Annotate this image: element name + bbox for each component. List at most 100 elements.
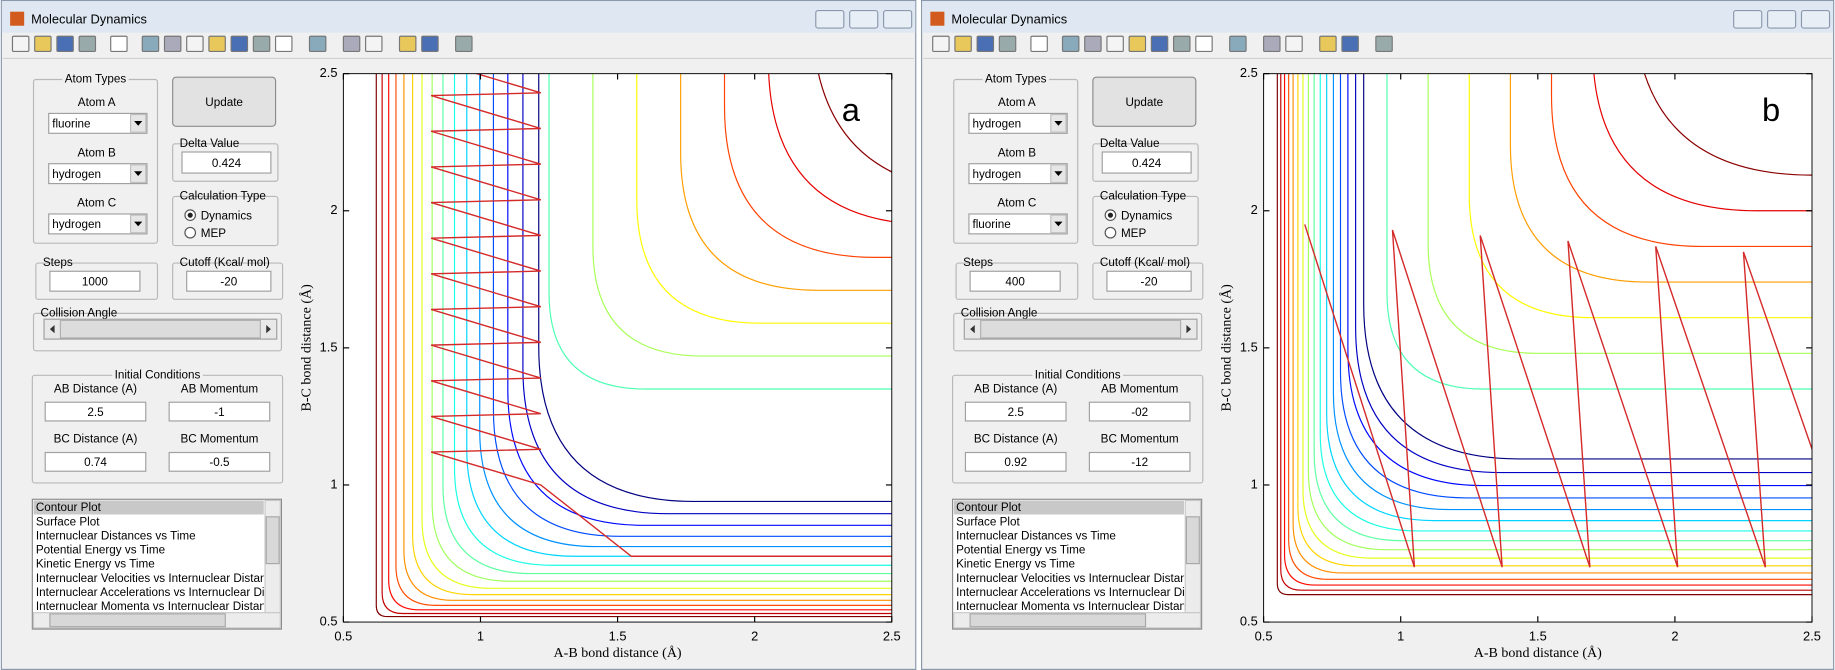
toolbar-button[interactable] xyxy=(400,36,416,51)
list-item[interactable]: Internuclear Distances vs Time xyxy=(956,529,1116,542)
toolbar-button[interactable] xyxy=(1196,36,1212,51)
input-value: -12 xyxy=(1131,456,1148,469)
field-label: Atom A xyxy=(998,96,1036,109)
toolbar-button[interactable] xyxy=(422,36,438,51)
toolbar-button[interactable] xyxy=(456,36,472,51)
input-value: -1 xyxy=(214,406,224,419)
dropdown-value: hydrogen xyxy=(972,168,1021,181)
field-label: Atom C xyxy=(997,197,1036,210)
app-icon xyxy=(10,12,24,26)
toolbar-button[interactable] xyxy=(1286,36,1302,51)
toolbar-button[interactable] xyxy=(1320,36,1336,51)
toolbar-button[interactable] xyxy=(309,36,325,51)
toolbar-button[interactable] xyxy=(366,36,382,51)
input-value: 0.424 xyxy=(1132,157,1162,170)
input-value: 400 xyxy=(1005,275,1025,288)
x-tick-label: 2.5 xyxy=(1803,629,1821,644)
toolbar-button[interactable] xyxy=(999,36,1015,51)
list-item[interactable]: Internuclear Momenta vs Internuclear Dis… xyxy=(36,600,278,613)
list-item[interactable]: Potential Energy vs Time xyxy=(36,544,165,557)
slider-thumb[interactable] xyxy=(981,320,1181,338)
list-item[interactable]: Kinetic Energy vs Time xyxy=(956,558,1075,571)
list-item[interactable]: Potential Energy vs Time xyxy=(956,544,1085,557)
list-item[interactable]: Internuclear Momenta vs Internuclear Dis… xyxy=(956,600,1198,613)
toolbar-button[interactable] xyxy=(187,36,203,51)
radio-label: Dynamics xyxy=(1121,209,1172,222)
dropdown-value: hydrogen xyxy=(972,118,1021,131)
radio-label: Dynamics xyxy=(201,209,252,222)
toolbar-button[interactable] xyxy=(12,36,28,51)
radio-dot xyxy=(1108,213,1113,218)
maximize-button[interactable] xyxy=(850,11,878,29)
list-item[interactable]: Surface Plot xyxy=(36,515,100,528)
list-item[interactable]: Kinetic Energy vs Time xyxy=(36,558,155,571)
field-label: BC Distance (A) xyxy=(974,433,1058,446)
toolbar-button[interactable] xyxy=(1230,36,1246,51)
toolbar-button[interactable] xyxy=(343,36,359,51)
y-tick-label: 0.5 xyxy=(320,613,338,628)
toolbar-button[interactable] xyxy=(111,36,127,51)
y-tick-label: 0.5 xyxy=(1240,613,1258,628)
field-label: AB Distance (A) xyxy=(974,382,1057,395)
minimize-button[interactable] xyxy=(1734,11,1762,29)
x-tick-label: 1 xyxy=(1397,629,1404,644)
toolbar-button[interactable] xyxy=(1062,36,1078,51)
y-tick-label: 2 xyxy=(330,202,337,217)
toolbar-button[interactable] xyxy=(1174,36,1190,51)
group-title: Collision Angle xyxy=(961,306,1038,319)
window: Molecular DynamicsAtom TypesAtom Afluori… xyxy=(1,1,990,670)
toolbar-button[interactable] xyxy=(1376,36,1392,51)
toolbar-button[interactable] xyxy=(79,36,95,51)
input-value: -20 xyxy=(220,275,237,288)
group-title: Cutoff (Kcal/ mol) xyxy=(1100,256,1190,269)
list-item[interactable]: Internuclear Velocities vs Internuclear … xyxy=(36,572,279,585)
toolbar-button[interactable] xyxy=(1031,36,1047,51)
list-item[interactable]: Internuclear Velocities vs Internuclear … xyxy=(956,572,1199,585)
toolbar-button[interactable] xyxy=(35,36,51,51)
close-button[interactable] xyxy=(884,11,912,29)
toolbar-button[interactable] xyxy=(1342,36,1358,51)
toolbar-button[interactable] xyxy=(57,36,73,51)
list-item[interactable]: Surface Plot xyxy=(956,515,1020,528)
toolbar-button[interactable] xyxy=(933,36,949,51)
toolbar-button[interactable] xyxy=(276,36,292,51)
toolbar-button[interactable] xyxy=(1129,36,1145,51)
toolbar-button[interactable] xyxy=(1151,36,1167,51)
slider-thumb[interactable] xyxy=(60,320,260,338)
minimize-button[interactable] xyxy=(816,11,844,29)
plot-area xyxy=(1264,74,1812,622)
y-axis-label: B-C bond distance (Å) xyxy=(1219,284,1235,412)
panel-letter: b xyxy=(1762,91,1780,128)
panel-letter: a xyxy=(842,91,861,128)
group-title: Initial Conditions xyxy=(1035,368,1121,381)
maximize-button[interactable] xyxy=(1768,11,1796,29)
list-item[interactable]: Contour Plot xyxy=(36,501,102,514)
radio-dot xyxy=(188,213,193,218)
radio-button[interactable] xyxy=(185,227,196,238)
toolbar-button[interactable] xyxy=(1107,36,1123,51)
y-axis-label: B-C bond distance (Å) xyxy=(298,284,314,412)
x-tick-label: 2 xyxy=(1671,629,1678,644)
toolbar-button[interactable] xyxy=(164,36,180,51)
toolbar-button[interactable] xyxy=(1264,36,1280,51)
toolbar-button[interactable] xyxy=(231,36,247,51)
dropdown-value: fluorine xyxy=(52,118,90,131)
y-tick-label: 2 xyxy=(1251,202,1258,217)
list-item[interactable]: Internuclear Distances vs Time xyxy=(36,529,196,542)
field-label: Atom A xyxy=(78,96,116,109)
list-item[interactable]: Internuclear Accelerations vs Internucle… xyxy=(956,586,1201,599)
toolbar-button[interactable] xyxy=(955,36,971,51)
update-button-label: Update xyxy=(205,96,243,109)
radio-label: MEP xyxy=(1121,227,1147,240)
radio-button[interactable] xyxy=(1105,227,1116,238)
toolbar-button[interactable] xyxy=(209,36,225,51)
close-button[interactable] xyxy=(1801,11,1829,29)
x-tick-label: 1 xyxy=(477,629,484,644)
toolbar-button[interactable] xyxy=(253,36,269,51)
list-item[interactable]: Internuclear Accelerations vs Internucle… xyxy=(36,586,281,599)
toolbar-button[interactable] xyxy=(142,36,158,51)
list-item[interactable]: Contour Plot xyxy=(956,501,1022,514)
toolbar-button[interactable] xyxy=(977,36,993,51)
toolbar-button[interactable] xyxy=(1085,36,1101,51)
